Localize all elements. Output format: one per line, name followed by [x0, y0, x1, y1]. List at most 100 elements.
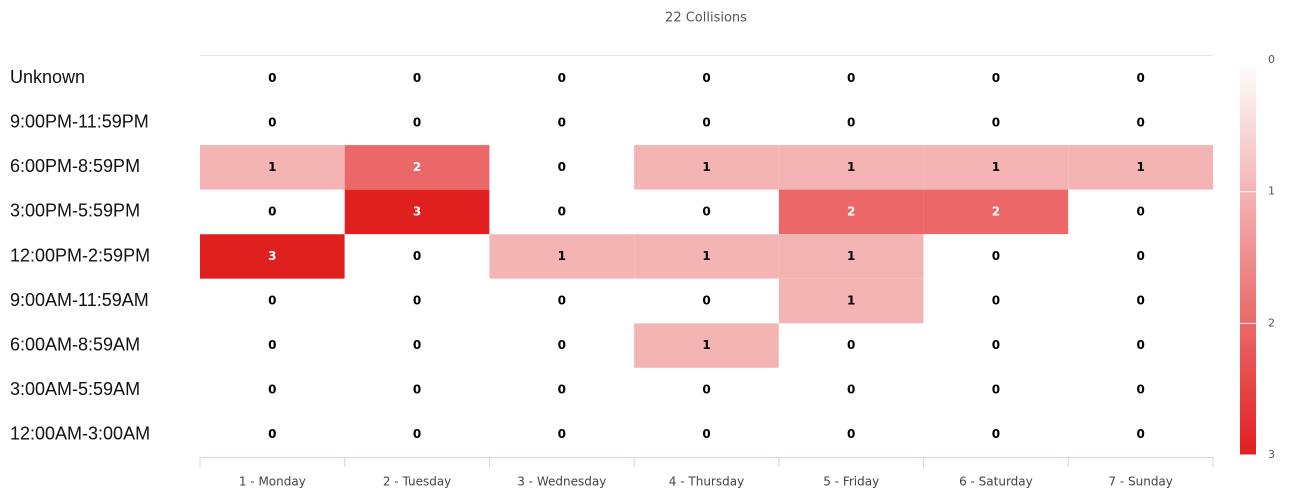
color-scale-band [1240, 323, 1256, 455]
heatmap-cell [778, 412, 924, 457]
cell-value: 0 [992, 115, 1000, 129]
cell-value: 0 [1136, 427, 1144, 441]
cell-value: 0 [992, 427, 1000, 441]
heatmap-cell [923, 189, 1069, 235]
cell-value: 0 [1136, 249, 1144, 263]
heatmap-cell [489, 323, 635, 368]
heatmap-cell [1068, 145, 1213, 190]
heatmap-cell [634, 56, 779, 101]
color-scale-label: 0 [1268, 53, 1275, 66]
heatmap-cell [344, 189, 490, 235]
heatmap-cell [489, 278, 635, 324]
heatmap-cell [200, 323, 345, 368]
heatmap-cell [1068, 100, 1213, 146]
cell-value: 0 [702, 294, 710, 308]
cell-value: 0 [702, 383, 710, 397]
cell-value: 0 [992, 338, 1000, 352]
cell-value: 0 [413, 338, 421, 352]
cell-value: 0 [268, 71, 276, 85]
row-label: 6:00PM-8:59PM [10, 156, 140, 176]
heatmap-cell [344, 323, 490, 368]
cell-value: 0 [1136, 115, 1144, 129]
heatmap-cell [344, 56, 490, 101]
heatmap-cell [1068, 278, 1213, 324]
row-label: 12:00PM-2:59PM [10, 245, 150, 265]
cell-value: 0 [268, 383, 276, 397]
row-label: 9:00AM-11:59AM [10, 290, 149, 310]
heatmap-cell [489, 100, 635, 146]
cell-value: 0 [558, 115, 566, 129]
heatmap-cell [489, 412, 635, 457]
x-tick-label: 4 - Thursday [669, 475, 744, 489]
cell-value: 0 [558, 160, 566, 174]
heatmap-cell [923, 323, 1069, 368]
cell-value: 0 [558, 383, 566, 397]
x-tick-label: 6 - Saturday [959, 475, 1033, 489]
heatmap-cell [778, 56, 924, 101]
heatmap-cell [344, 100, 490, 146]
heatmap-cell [778, 323, 924, 368]
heatmap-cell [489, 56, 635, 101]
cell-value: 0 [268, 427, 276, 441]
cell-value: 0 [847, 427, 855, 441]
cell-value: 0 [268, 294, 276, 308]
heatmap-cell [200, 278, 345, 324]
color-scale-label: 2 [1268, 316, 1275, 329]
cell-value: 0 [558, 294, 566, 308]
heatmap-cell [923, 367, 1069, 413]
cell-value: 0 [268, 338, 276, 352]
cell-value: 1 [847, 249, 855, 263]
heatmap-cell [778, 100, 924, 146]
heatmap-cell [344, 367, 490, 413]
heatmap-cell [634, 412, 779, 457]
color-scale-label: 3 [1268, 448, 1275, 461]
x-tick-label: 5 - Friday [823, 475, 879, 489]
row-label: 9:00PM-11:59PM [10, 112, 149, 132]
cell-value: 1 [847, 160, 855, 174]
heatmap-cell [923, 145, 1069, 190]
cell-value: 2 [847, 204, 855, 218]
heatmap-cell [200, 56, 345, 101]
heatmap-cell [1068, 367, 1213, 413]
cell-value: 0 [847, 338, 855, 352]
cell-value: 0 [1136, 338, 1144, 352]
cell-value: 0 [558, 71, 566, 85]
cell-value: 0 [413, 294, 421, 308]
heatmap-cell [634, 323, 779, 368]
heatmap-cell [200, 145, 345, 190]
color-scale-band [1240, 191, 1256, 324]
heatmap-cell [489, 367, 635, 413]
cell-value: 1 [992, 160, 1000, 174]
cell-value: 0 [847, 383, 855, 397]
cell-value: 0 [1136, 294, 1144, 308]
heatmap-cell [634, 278, 779, 324]
heatmap-cell [778, 278, 924, 324]
heatmap-cell [634, 100, 779, 146]
cell-value: 3 [268, 249, 276, 263]
row-label: Unknown [10, 67, 85, 87]
cell-value: 0 [268, 115, 276, 129]
heatmap-cell [200, 100, 345, 146]
chart-title: 22 Collisions [665, 11, 747, 26]
cell-value: 0 [702, 427, 710, 441]
cell-value: 0 [413, 249, 421, 263]
color-scale-label: 1 [1268, 185, 1275, 198]
cell-value: 0 [1136, 383, 1144, 397]
cell-value: 0 [992, 294, 1000, 308]
row-label: 6:00AM-8:59AM [10, 334, 140, 354]
cell-value: 0 [702, 115, 710, 129]
cell-value: 0 [413, 427, 421, 441]
cell-value: 0 [1136, 71, 1144, 85]
x-tick-label: 2 - Tuesday [383, 475, 451, 489]
cell-value: 0 [992, 249, 1000, 263]
heatmap-cell [489, 189, 635, 235]
heatmap-cell [489, 145, 635, 190]
row-label: 3:00PM-5:59PM [10, 201, 140, 221]
heatmap-cell [923, 56, 1069, 101]
cell-value: 1 [1136, 160, 1144, 174]
row-label: 12:00AM-3:00AM [10, 423, 150, 443]
cell-value: 0 [992, 71, 1000, 85]
heatmap-cell [344, 412, 490, 457]
heatmap-cell [923, 234, 1069, 279]
heatmap-cell [778, 145, 924, 190]
